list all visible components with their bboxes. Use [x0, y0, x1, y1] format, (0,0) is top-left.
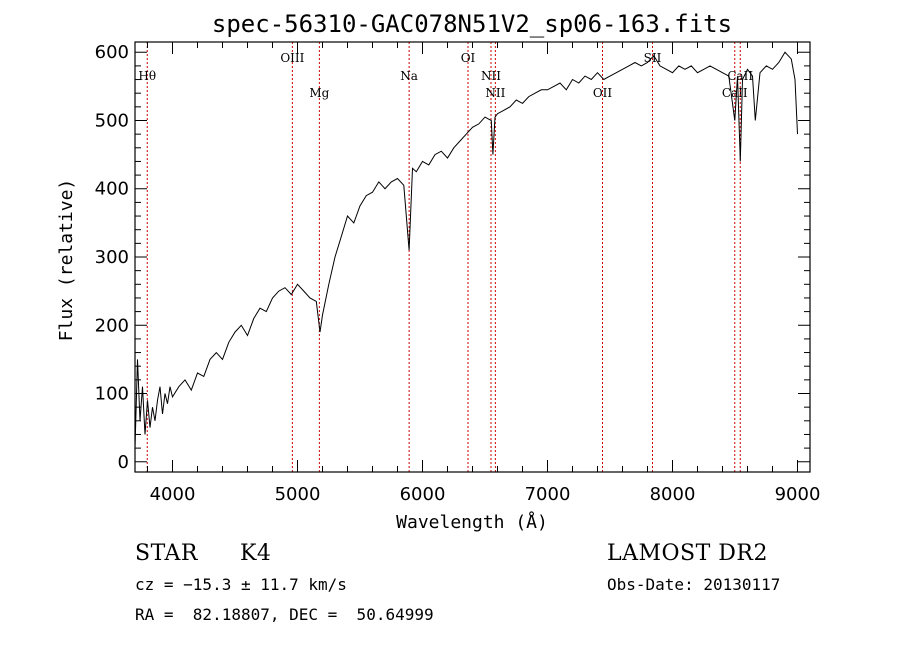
object-class: STAR [135, 541, 198, 566]
y-axis-label: Flux (relative) [56, 179, 77, 342]
spectrum-line [134, 51, 798, 449]
chart-title: spec-56310-GAC078N51V2_sp06-163.fits [212, 10, 732, 38]
observation-date: Obs-Date: 20130117 [607, 575, 781, 594]
coordinates: RA = 82.18807, DEC = 50.64999 [135, 605, 434, 624]
spectrum-layer [134, 51, 798, 449]
line-marker-label: CaII [727, 69, 753, 83]
line-marker-label: OII [593, 86, 613, 100]
y-tick-label: 0 [118, 452, 129, 473]
line-marker-label: CaII [722, 86, 748, 100]
line-marker-label: Mg [309, 86, 329, 100]
y-tick-label: 300 [95, 247, 129, 268]
redshift-cz: cz = −15.3 ± 11.7 km/s [135, 575, 347, 594]
y-tick-label: 200 [95, 315, 129, 336]
y-tick-label: 100 [95, 384, 129, 405]
y-tick-label: 600 [95, 42, 129, 63]
x-tick-label: 8000 [650, 484, 696, 505]
object-subclass: K4 [240, 541, 272, 566]
line-marker-label: OIII [280, 51, 304, 65]
x-tick-label: 9000 [775, 484, 821, 505]
x-tick-label: 4000 [150, 484, 196, 505]
line-marker-label: NII [481, 69, 501, 83]
y-tick-label: 500 [95, 110, 129, 131]
line-marker-label: OI [461, 51, 476, 65]
plot-frame [134, 41, 811, 473]
ticks-layer: 4000 5000 6000 7000 8000 9000 0 100 200 300 400 500… [95, 42, 821, 505]
x-tick-label: 5000 [275, 484, 321, 505]
x-tick-label: 6000 [400, 484, 446, 505]
survey-name: LAMOST DR2 [607, 541, 768, 566]
line-marker-label: Na [400, 69, 418, 83]
line-marker-label: NII [485, 86, 505, 100]
x-axis-label: Wavelength (Å) [396, 511, 548, 533]
line-marker-label: Hθ [138, 69, 156, 83]
y-tick-label: 400 [95, 179, 129, 200]
x-tick-label: 7000 [525, 484, 571, 505]
